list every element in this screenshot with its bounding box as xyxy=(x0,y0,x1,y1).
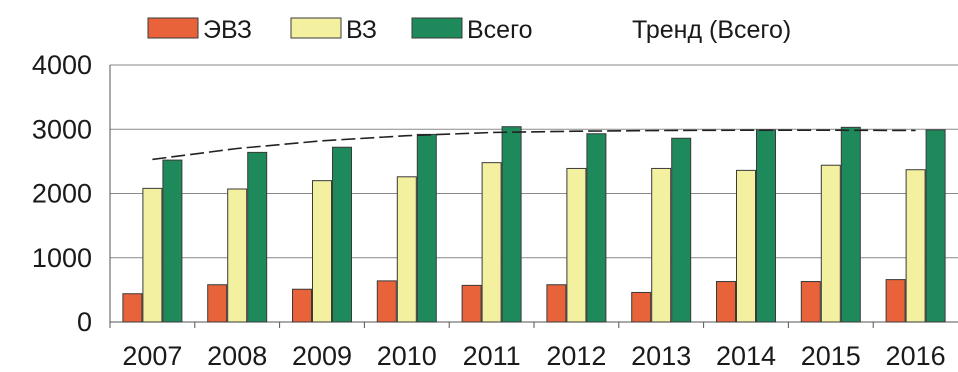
bar-evz-2014 xyxy=(716,281,736,323)
x-tick-label: 2015 xyxy=(801,341,861,371)
y-tick-label: 2000 xyxy=(32,179,92,209)
y-tick-label: 0 xyxy=(77,307,92,337)
y-tick-label: 1000 xyxy=(32,243,92,273)
bar-evz-2016 xyxy=(885,279,906,323)
bar-evz-2010 xyxy=(376,280,397,323)
bar-vz-2016 xyxy=(905,169,926,323)
legend-label-total: Всего xyxy=(467,16,533,44)
x-tick-label: 2011 xyxy=(463,341,521,371)
x-tick-label: 2008 xyxy=(207,341,267,371)
legend-swatch-evz xyxy=(147,17,199,39)
bar-evz-2012 xyxy=(546,284,567,323)
bar-evz-2013 xyxy=(631,291,652,323)
bar-evz-2015 xyxy=(800,281,821,323)
bar-total-2007 xyxy=(162,159,183,323)
legend-swatch-total xyxy=(411,17,463,39)
x-tick-label: 2014 xyxy=(716,341,776,371)
bar-vz-2013 xyxy=(651,167,672,323)
bar-vz-2009 xyxy=(312,180,332,323)
x-tick-label: 2010 xyxy=(377,341,437,371)
bar-total-2008 xyxy=(247,151,268,323)
x-tick-label: 2009 xyxy=(292,341,352,371)
bar-total-2016 xyxy=(925,129,946,323)
bar-total-2011 xyxy=(501,126,522,323)
bar-total-2010 xyxy=(416,133,437,323)
bar-evz-2009 xyxy=(292,288,312,323)
y-tick-label: 3000 xyxy=(32,114,92,144)
legend: ЭВЗ ВЗ Всего Тренд (Всего) xyxy=(147,16,791,44)
x-tick-label: 2016 xyxy=(886,341,946,371)
bar-evz-2008 xyxy=(207,284,228,323)
bar-total-2009 xyxy=(332,146,352,323)
bar-total-2013 xyxy=(671,137,692,323)
bars xyxy=(122,126,946,323)
bar-vz-2011 xyxy=(481,162,502,323)
x-tick-label: 2007 xyxy=(122,341,182,371)
bar-total-2012 xyxy=(586,133,607,323)
trend-line-path xyxy=(152,129,916,161)
x-axis: 2007 2008 2009 2010 2011 2012 2013 2014 2015 2016 xyxy=(109,322,946,371)
x-tick-label: 2013 xyxy=(631,341,691,371)
legend-label-vz: ВЗ xyxy=(346,16,377,44)
bar-vz-2012 xyxy=(566,167,587,323)
x-tick-label: 2012 xyxy=(546,341,606,371)
trend-line xyxy=(152,129,916,161)
bar-total-2014 xyxy=(756,129,776,323)
bar-vz-2014 xyxy=(736,169,756,323)
bar-total-2015 xyxy=(840,126,861,323)
legend-label-evz: ЭВЗ xyxy=(203,16,252,44)
bar-vz-2007 xyxy=(142,187,163,323)
legend-label-trend: Тренд (Всего) xyxy=(632,16,791,44)
legend-swatch-vz xyxy=(290,17,342,39)
y-tick-label: 4000 xyxy=(32,50,92,80)
y-axis: 0 1000 2000 3000 4000 xyxy=(32,50,958,337)
bar-vz-2015 xyxy=(820,164,841,323)
bar-vz-2010 xyxy=(396,176,417,323)
bar-vz-2008 xyxy=(227,188,248,323)
bar-evz-2011 xyxy=(461,284,482,323)
bar-evz-2007 xyxy=(122,293,143,323)
